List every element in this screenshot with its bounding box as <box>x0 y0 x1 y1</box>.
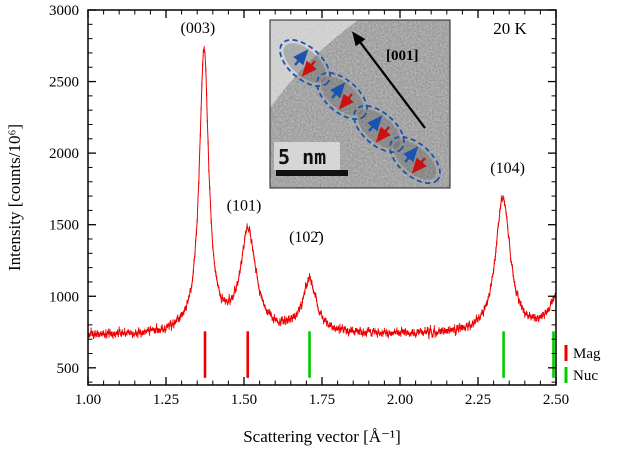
temperature-label: 20 K <box>493 19 527 38</box>
nanoparticle-outline <box>389 136 441 184</box>
y-tick-label: 3000 <box>49 3 79 19</box>
tem-vacuum-region <box>270 20 358 108</box>
x-tick-label: 1.25 <box>153 392 179 408</box>
peak-label-101: (101) <box>227 197 262 214</box>
x-tick-label: 2.50 <box>543 392 569 408</box>
spin-down-arrow <box>338 93 354 110</box>
x-tick-label: 2.25 <box>465 392 491 408</box>
nanoparticle-outline <box>353 105 405 153</box>
direction-arrow <box>352 31 426 129</box>
nanoparticle-outline <box>279 39 331 87</box>
y-tick-label: 2000 <box>49 146 79 162</box>
scale-bar-label: 5 nm <box>278 145 326 169</box>
y-axis-title: Intensity [counts/10⁶] <box>5 124 24 271</box>
spin-down-arrow <box>301 60 317 77</box>
peak-label-104: (104) <box>490 160 525 177</box>
spin-up-arrow <box>293 49 309 66</box>
x-tick-label: 1.75 <box>309 392 335 408</box>
x-tick-label: 2.00 <box>387 392 413 408</box>
direction-label: [001] <box>386 48 419 64</box>
data-series <box>87 46 557 339</box>
peak-label-102: (102̄) <box>289 229 324 246</box>
spin-down-arrow <box>411 157 427 174</box>
scale-bar <box>276 170 348 176</box>
peak-label-003: (003) <box>180 20 215 37</box>
scale-bar-bg <box>274 142 340 170</box>
x-axis-title: Scattering vector [Å⁻¹] <box>243 427 401 446</box>
x-tick-label: 1.00 <box>75 392 101 408</box>
y-tick-label: 500 <box>57 361 80 377</box>
spin-down-arrow <box>375 126 391 143</box>
y-tick-label: 1500 <box>49 218 79 234</box>
spin-up-arrow <box>367 115 383 132</box>
x-tick-label: 1.50 <box>231 392 257 408</box>
spin-up-arrow <box>330 82 346 99</box>
spin-up-arrow <box>403 146 419 163</box>
y-tick-label: 1000 <box>49 289 79 305</box>
y-tick-label: 2500 <box>49 75 79 91</box>
inset-border <box>269 19 451 189</box>
legend-label-nuc: Nuc <box>573 368 598 384</box>
legend-label-mag: Mag <box>573 346 601 362</box>
inset-tem-image: [001] 5 nm <box>269 19 451 189</box>
nanoparticle-outline <box>316 72 368 120</box>
